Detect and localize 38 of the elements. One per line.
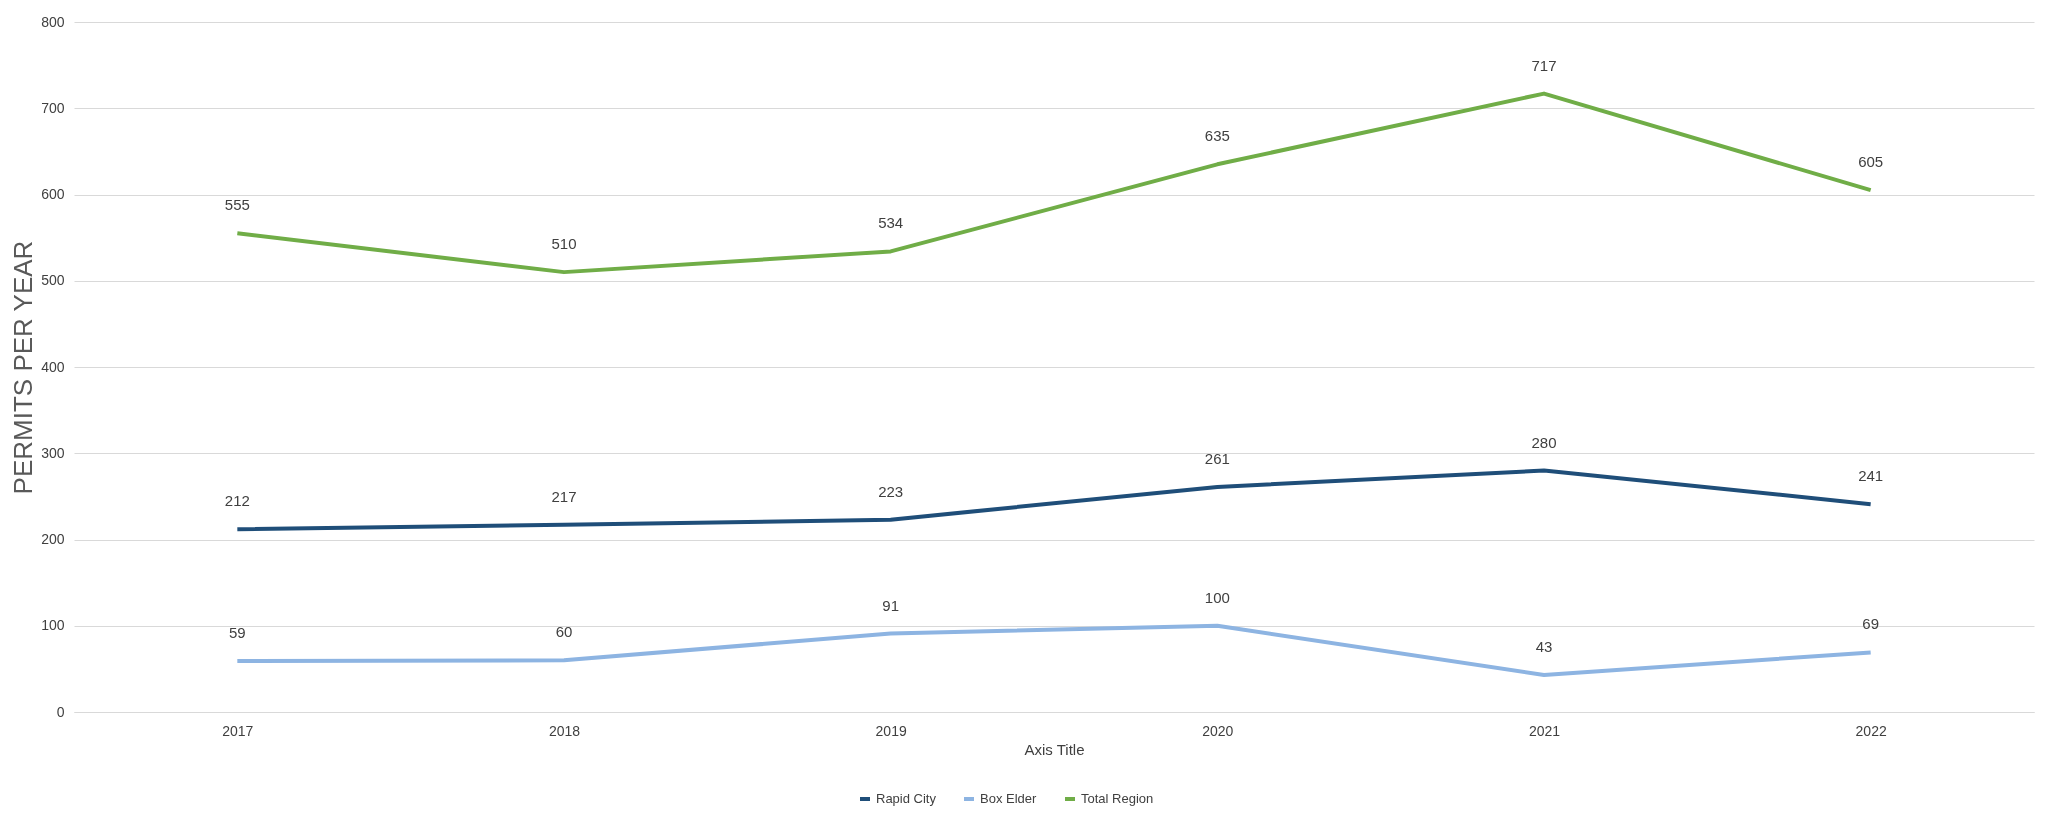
data-label: 635: [1204, 127, 1230, 145]
data-label: 43: [1535, 637, 1553, 655]
y-tick-label: 200: [41, 531, 65, 547]
data-label: 100: [1204, 588, 1230, 606]
x-tick-label: 2017: [222, 722, 254, 739]
data-label: 241: [1858, 467, 1884, 485]
data-label: 60: [555, 623, 573, 641]
y-tick-label: 600: [41, 186, 65, 202]
data-label: 555: [224, 196, 250, 214]
y-tick-label: 0: [56, 703, 65, 720]
data-label: 510: [551, 235, 577, 253]
data-label: 69: [1862, 615, 1880, 633]
data-label: 534: [878, 214, 904, 232]
y-tick-label: 300: [41, 444, 65, 461]
x-tick-label: 2022: [1855, 722, 1887, 739]
y-tick-label: 400: [41, 358, 65, 375]
y-tick-label: 800: [41, 13, 65, 30]
data-label: 91: [882, 596, 900, 614]
legend-label: Total Region: [1081, 791, 1154, 806]
data-label: 605: [1858, 153, 1884, 171]
y-tick-label: 100: [41, 617, 65, 634]
y-tick-label: 500: [41, 272, 65, 289]
x-axis-title: Axis Title: [1024, 740, 1085, 758]
data-label: 217: [551, 487, 577, 505]
x-tick-label: 2019: [875, 722, 907, 739]
data-label: 717: [1531, 56, 1557, 74]
y-axis-title: PERMITS PER YEAR: [8, 240, 39, 495]
x-tick-label: 2020: [1202, 722, 1234, 739]
legend-label: Box Elder: [980, 791, 1038, 806]
data-label: 261: [1204, 449, 1230, 467]
x-tick-label: 2021: [1528, 722, 1561, 739]
legend-label: Rapid City: [876, 791, 937, 806]
data-label: 59: [228, 624, 246, 642]
data-label: 280: [1531, 433, 1557, 451]
y-tick-label: 700: [41, 99, 65, 116]
data-label: 223: [878, 482, 904, 500]
data-label: 212: [224, 492, 250, 510]
x-tick-label: 2018: [548, 722, 581, 739]
